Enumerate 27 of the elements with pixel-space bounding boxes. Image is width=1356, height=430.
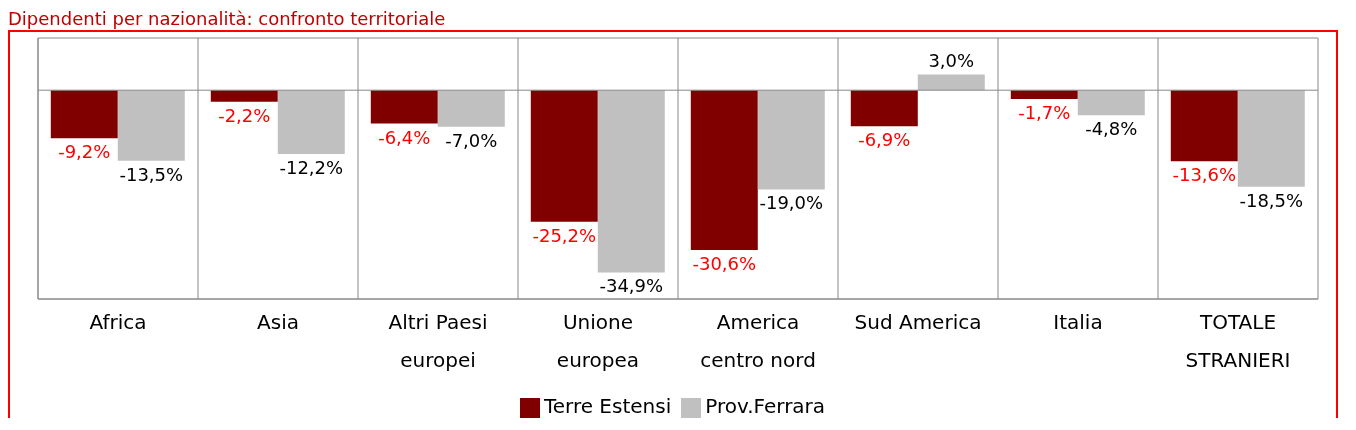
x-tick-label: Italia (1053, 310, 1103, 334)
data-label: -2,2% (218, 104, 271, 126)
x-tick-label: Africa (89, 310, 147, 334)
x-tick-label: TOTALE STRANIERI (1185, 310, 1291, 372)
data-label: -19,0% (759, 192, 824, 214)
data-label: -18,5% (1239, 189, 1304, 211)
data-label: -12,2% (279, 156, 344, 178)
data-label: -4,8% (1085, 118, 1138, 140)
x-tick-label: Altri Paesi europei (388, 310, 488, 372)
data-label: -13,6% (1172, 164, 1237, 186)
data-label: -13,5% (119, 163, 184, 185)
legend-label: Prov.Ferrara (705, 394, 826, 418)
data-label: -30,6% (692, 252, 757, 274)
data-label: -25,2% (532, 224, 597, 246)
x-tick-label: Sud America (854, 310, 982, 334)
chart-title: Dipendenti per nazionalità: confronto territoriale (8, 8, 446, 29)
data-label: -1,7% (1018, 102, 1071, 124)
x-tick-label: Asia (257, 310, 299, 334)
data-label: -9,2% (58, 141, 111, 163)
data-label: 3,0% (928, 49, 975, 71)
data-label: -6,4% (378, 126, 431, 148)
data-label: -7,0% (445, 129, 498, 151)
legend-label: Terre Estensi (543, 394, 672, 418)
data-label: -34,9% (599, 275, 664, 297)
data-label: -6,9% (858, 129, 911, 151)
x-tick-label: Unione europea (556, 310, 640, 372)
x-tick-label: America centro nord (700, 310, 816, 372)
